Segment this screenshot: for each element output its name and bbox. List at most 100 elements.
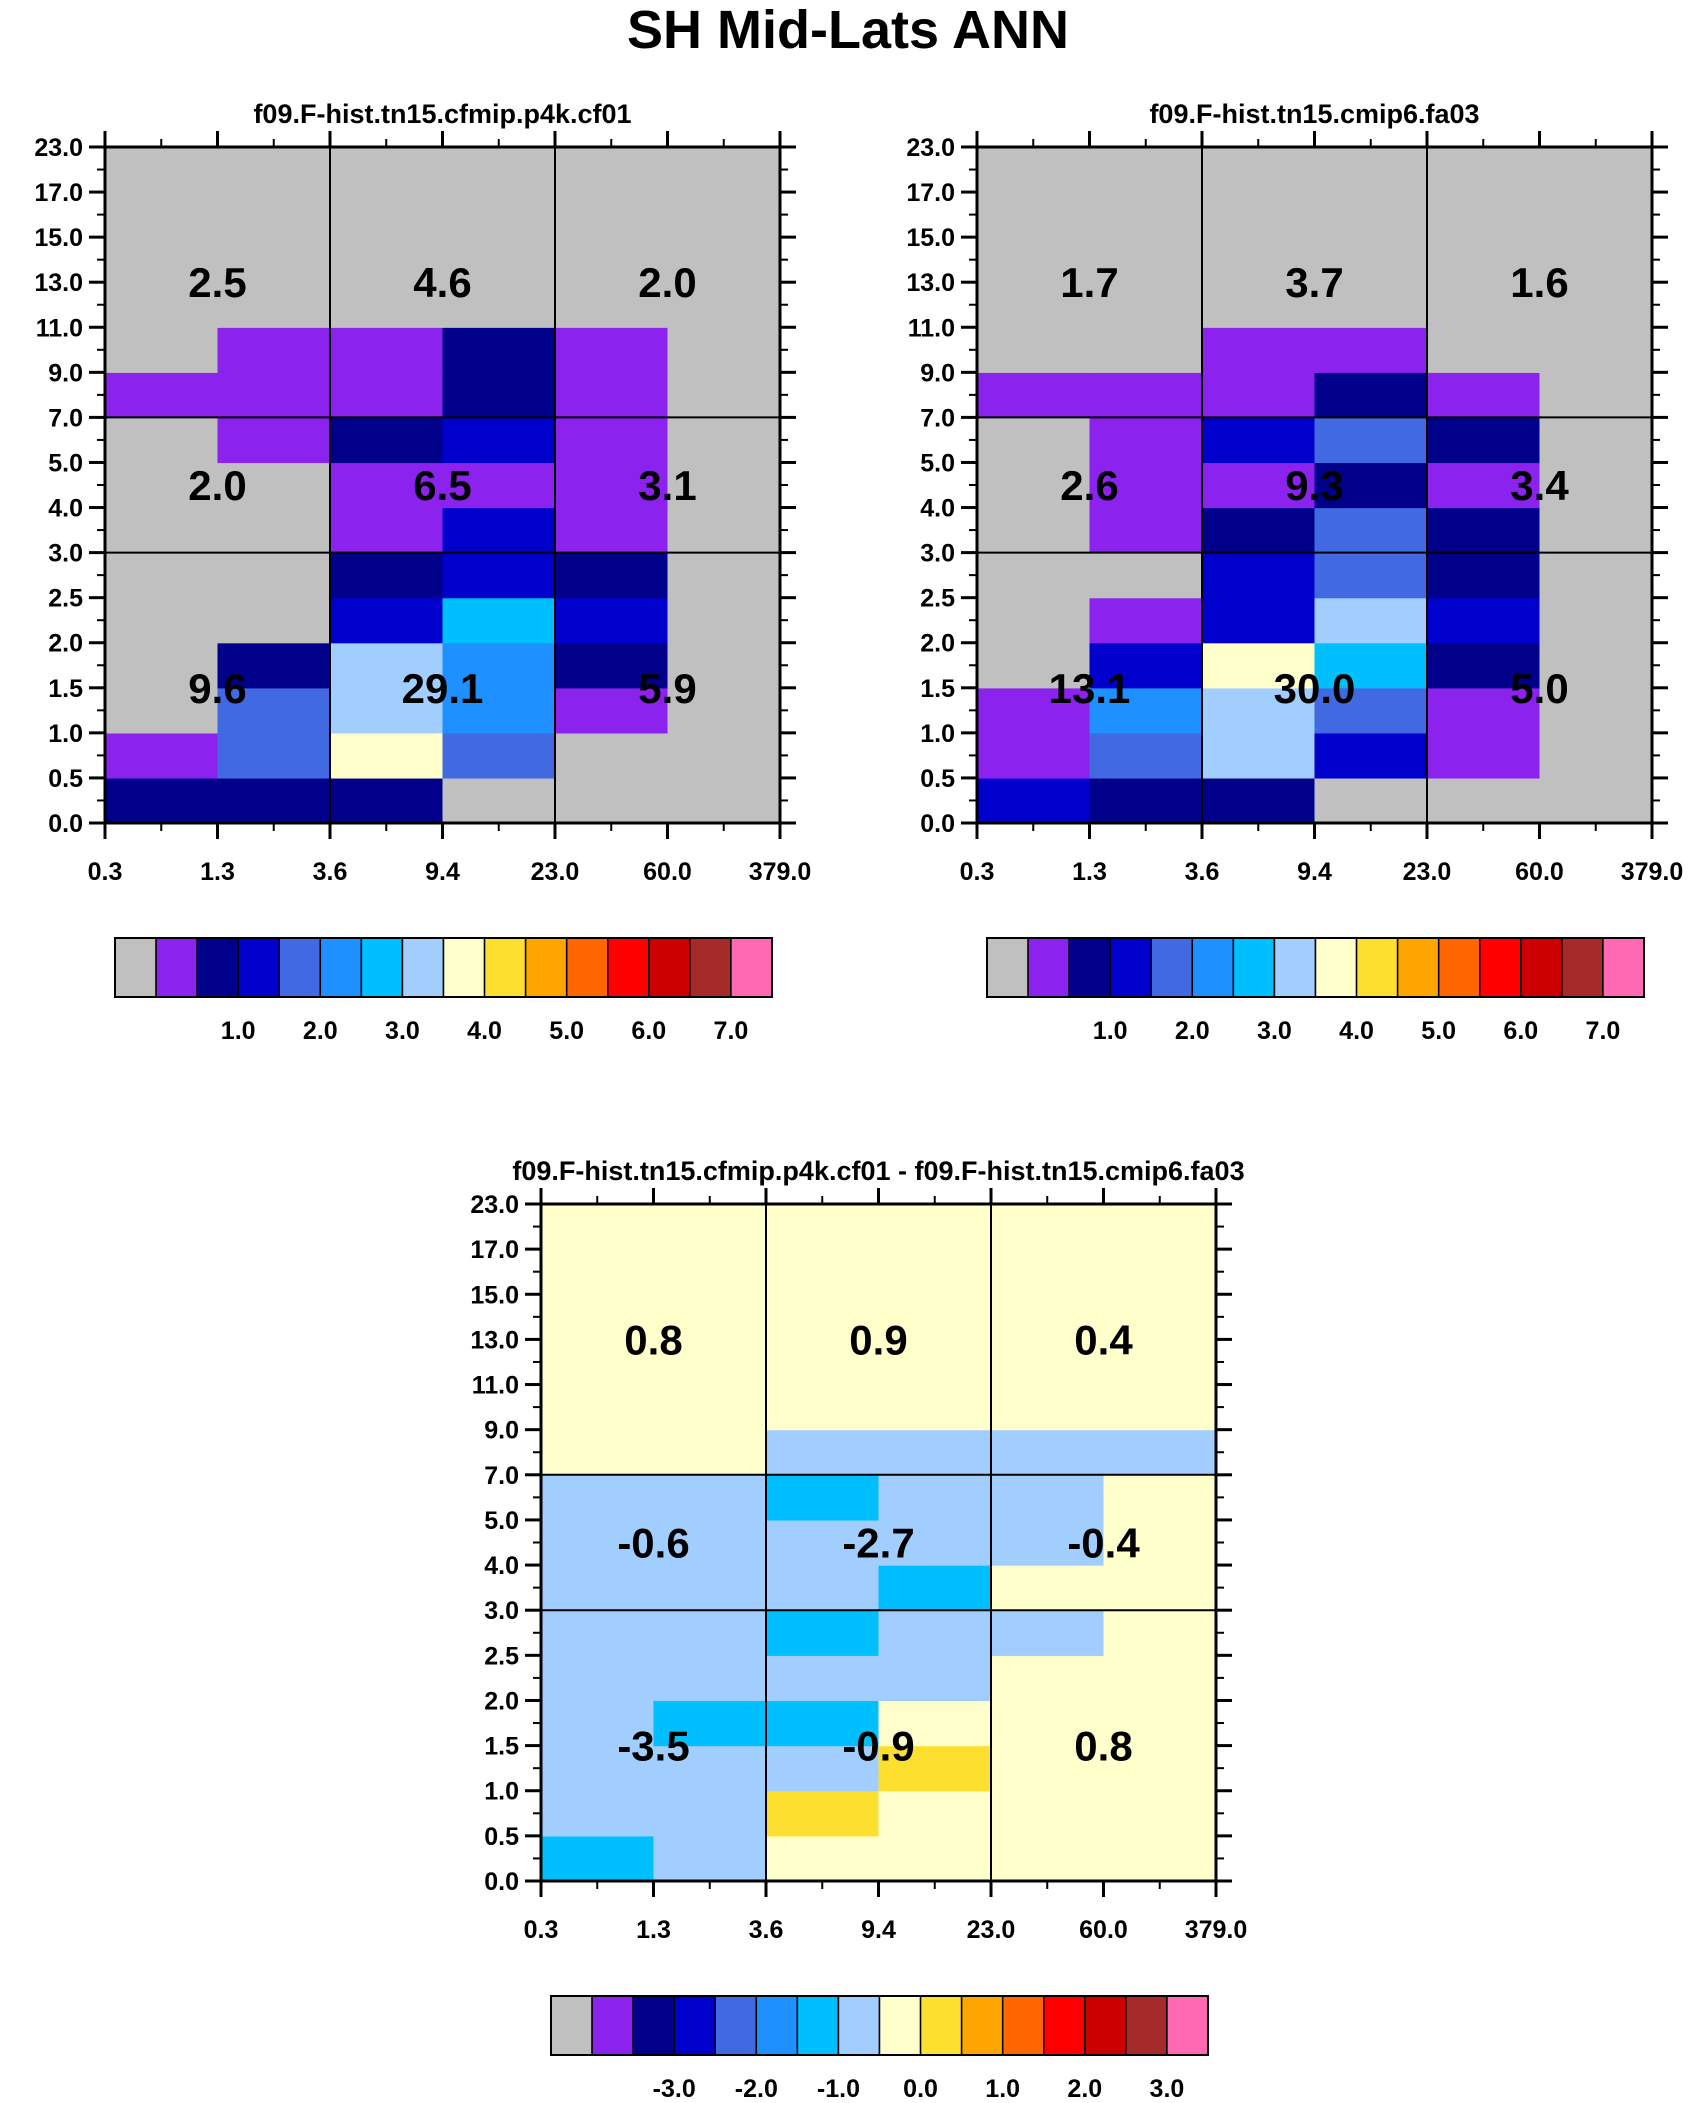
- colorbar-swatch: [1068, 937, 1111, 998]
- colorbar-label: 7.0: [1586, 1017, 1621, 1045]
- heatmap-cell: [766, 1790, 880, 1837]
- heatmap-cell: [1427, 462, 1541, 509]
- heatmap-cell: [442, 732, 556, 779]
- box-value-label: -3.5: [617, 1723, 689, 1770]
- heatmap-cell: [217, 282, 331, 328]
- x-tick-label: 0.3: [960, 858, 995, 886]
- heatmap-cell: [878, 1565, 992, 1611]
- colorbar-swatch: [550, 1995, 593, 2056]
- heatmap-cell: [878, 1249, 992, 1295]
- colorbar-swatch: [1561, 937, 1604, 998]
- heatmap-cell: [541, 1249, 655, 1295]
- heatmap-cell: [766, 1474, 880, 1521]
- heatmap-cell: [1103, 1429, 1217, 1476]
- y-tick-label: 7.0: [484, 1462, 519, 1490]
- heatmap-cell: [1539, 327, 1653, 373]
- colorbar-label: 3.0: [1257, 1017, 1292, 1045]
- heatmap-cell: [541, 1700, 655, 1747]
- y-tick-label: 15.0: [906, 224, 955, 252]
- y-tick-label: 2.5: [484, 1642, 519, 1670]
- heatmap-cell: [1202, 507, 1316, 554]
- heatmap-cell: [330, 237, 444, 283]
- colorbar-swatch: [1001, 1995, 1045, 2056]
- y-tick-label: 5.0: [920, 449, 955, 477]
- box-value-label: 1.7: [1060, 259, 1118, 306]
- heatmap-cell: [667, 282, 781, 328]
- heatmap-cell: [878, 1204, 992, 1250]
- heatmap-cell: [1314, 147, 1428, 193]
- box-value-label: 5.9: [638, 665, 696, 712]
- box-value-label: -2.7: [842, 1520, 914, 1567]
- heatmap-cell: [977, 192, 1091, 238]
- heatmap-cell: [105, 372, 219, 418]
- heatmap-cell: [555, 327, 669, 373]
- heatmap-cell: [1202, 147, 1316, 193]
- x-tick-label: 9.4: [1297, 858, 1332, 886]
- heatmap-cell: [1103, 1790, 1217, 1837]
- heatmap-cell: [105, 417, 219, 464]
- heatmap-cell: [878, 1835, 992, 1882]
- colorbar-swatch: [673, 1995, 716, 2056]
- heatmap-cell: [105, 597, 219, 644]
- heatmap-cell: [1427, 282, 1541, 328]
- heatmap-cell: [555, 282, 669, 328]
- heatmap-cell: [766, 1610, 880, 1656]
- heatmap-cell: [878, 1429, 992, 1476]
- heatmap-cell: [991, 1429, 1105, 1476]
- heatmap-cell: [878, 1519, 992, 1566]
- heatmap-cell: [977, 147, 1091, 193]
- colorbar-swatch: [401, 937, 445, 998]
- colorbar-swatch: [919, 1995, 963, 2056]
- heatmap-cell: [766, 1745, 880, 1792]
- heatmap-cell: [105, 732, 219, 779]
- heatmap-cell: [653, 1835, 767, 1882]
- y-tick-label: 9.0: [484, 1417, 519, 1445]
- colorbar-swatch: [878, 1995, 922, 2056]
- heatmap-cell: [1089, 507, 1203, 554]
- x-tick-label: 60.0: [1079, 1916, 1128, 1944]
- heatmap-cell: [1202, 327, 1316, 373]
- heatmap-cell: [977, 507, 1091, 554]
- y-tick-label: 7.0: [920, 404, 955, 432]
- y-tick-label: 3.0: [484, 1597, 519, 1625]
- heatmap-cell: [330, 597, 444, 644]
- heatmap-cell: [1427, 597, 1541, 644]
- heatmap-cell: [442, 417, 556, 464]
- heatmap-cell: [1427, 147, 1541, 193]
- heatmap-cell: [541, 1655, 655, 1702]
- heatmap-cell: [105, 507, 219, 554]
- heatmap-cell: [442, 462, 556, 509]
- heatmap-cell: [217, 507, 331, 554]
- colorbar-swatch: [1355, 937, 1399, 998]
- colorbar-label: 1.0: [221, 1017, 256, 1045]
- heatmap-cell: [653, 1700, 767, 1747]
- box-value-label: -0.6: [617, 1520, 689, 1567]
- heatmap-cell: [1427, 327, 1541, 373]
- heatmap-cell: [1539, 777, 1653, 824]
- y-tick-label: 0.0: [48, 810, 83, 838]
- heatmap-cell: [105, 237, 219, 283]
- heatmap-cell: [1089, 327, 1203, 373]
- colorbar-label: 5.0: [549, 1017, 584, 1045]
- heatmap-cell: [555, 552, 669, 599]
- y-tick-label: 9.0: [920, 359, 955, 387]
- heatmap-cell: [541, 1519, 655, 1566]
- colorbar-label: -2.0: [735, 2075, 778, 2103]
- x-tick-label: 23.0: [531, 858, 580, 886]
- y-tick-label: 1.5: [484, 1733, 519, 1761]
- heatmap-cell: [555, 372, 669, 418]
- colorbar-swatch: [632, 1995, 675, 2056]
- colorbar-swatch: [1191, 937, 1235, 998]
- colorbar-label: 5.0: [1421, 1017, 1456, 1045]
- heatmap-cell: [878, 1790, 992, 1837]
- heatmap-cell: [1314, 462, 1428, 509]
- heatmap-cell: [1089, 462, 1203, 509]
- heatmap-cell: [1202, 192, 1316, 238]
- box-value-label: 3.4: [1510, 462, 1569, 509]
- colorbar-swatch: [607, 937, 650, 998]
- colorbar-swatch: [648, 937, 691, 998]
- heatmap-cell: [217, 417, 331, 464]
- heatmap-cell: [766, 1700, 880, 1747]
- heatmap-cell: [1314, 417, 1428, 464]
